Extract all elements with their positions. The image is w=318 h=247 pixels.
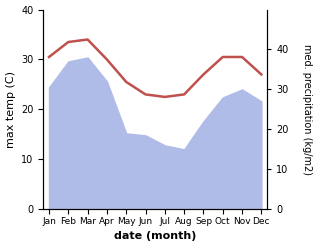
Y-axis label: max temp (C): max temp (C) [5,71,16,148]
X-axis label: date (month): date (month) [114,231,197,242]
Y-axis label: med. precipitation (kg/m2): med. precipitation (kg/m2) [302,44,313,175]
